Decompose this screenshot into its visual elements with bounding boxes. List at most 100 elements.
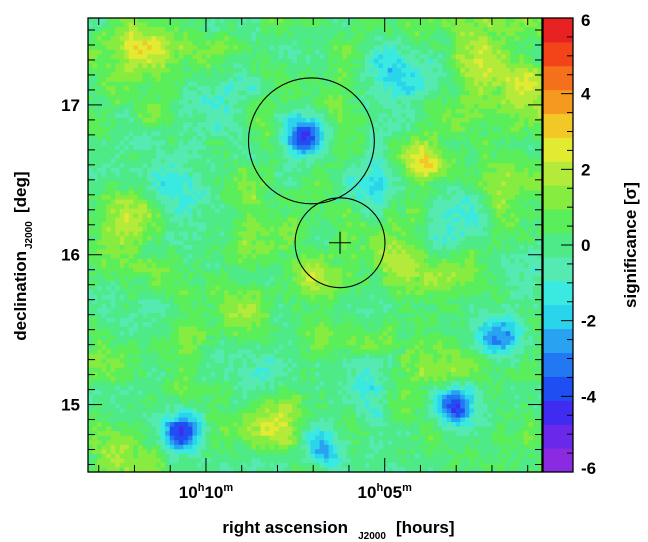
heatmap-cell <box>178 281 184 287</box>
heatmap-cell <box>147 326 153 332</box>
heatmap-cell <box>219 267 225 273</box>
heatmap-cell <box>269 31 275 37</box>
heatmap-cell <box>260 154 266 160</box>
heatmap-cell <box>156 390 162 396</box>
heatmap-cell <box>301 281 307 287</box>
heatmap-cell <box>196 195 203 201</box>
heatmap-cell <box>128 72 134 78</box>
heatmap-cell <box>283 440 289 446</box>
heatmap-cell <box>165 385 171 391</box>
heatmap-cell <box>233 190 239 196</box>
heatmap-cell <box>274 385 280 391</box>
heatmap-cell <box>124 385 130 391</box>
heatmap-cell <box>88 158 94 164</box>
heatmap-cell <box>283 444 289 450</box>
heatmap-cell <box>224 45 230 51</box>
heatmap-cell <box>310 67 316 74</box>
heatmap-cell <box>224 313 230 319</box>
heatmap-cell <box>310 172 316 178</box>
heatmap-cell <box>115 49 121 55</box>
heatmap-cell <box>119 462 125 469</box>
heatmap-cell <box>169 122 175 128</box>
heatmap-cell <box>133 136 139 142</box>
heatmap-cell <box>88 67 94 74</box>
heatmap-cell <box>255 308 262 314</box>
heatmap-cell <box>147 349 153 355</box>
heatmap-cell <box>137 81 144 87</box>
heatmap-cell <box>196 317 203 323</box>
heatmap-cell <box>174 426 180 432</box>
heatmap-cell <box>237 81 243 87</box>
heatmap-cell <box>196 249 203 255</box>
heatmap-cell <box>215 372 221 378</box>
heatmap-cell <box>196 426 203 432</box>
heatmap-cell <box>210 367 216 373</box>
heatmap-cell <box>101 31 107 37</box>
heatmap-cell <box>142 49 148 55</box>
heatmap-cell <box>224 258 230 264</box>
heatmap-cell <box>246 399 253 405</box>
heatmap-cell <box>192 281 198 287</box>
heatmap-cell <box>110 281 116 287</box>
heatmap-cell <box>178 226 184 232</box>
heatmap-cell <box>151 381 157 387</box>
heatmap-cell <box>119 367 125 373</box>
heatmap-cell <box>201 335 207 341</box>
heatmap-cell <box>305 422 312 428</box>
heatmap-cell <box>305 199 312 205</box>
heatmap-cell <box>296 195 302 201</box>
heatmap-cell <box>128 358 134 364</box>
heatmap-cell <box>278 458 284 464</box>
heatmap-cell <box>142 63 148 69</box>
heatmap-cell <box>147 363 153 369</box>
heatmap-cell <box>137 163 144 169</box>
heatmap-cell <box>278 54 284 60</box>
heatmap-cell <box>187 117 194 124</box>
heatmap-cell <box>274 235 280 242</box>
heatmap-cell <box>269 294 275 301</box>
heatmap-cell <box>192 403 198 410</box>
heatmap-cell <box>88 181 94 187</box>
heatmap-cell <box>201 77 207 83</box>
heatmap-cell <box>119 467 125 473</box>
heatmap-cell <box>169 331 175 337</box>
heatmap-cell <box>237 190 243 196</box>
heatmap-cell <box>292 222 298 228</box>
heatmap-cell <box>233 344 239 351</box>
heatmap-cell <box>287 167 293 173</box>
heatmap-cell <box>246 136 253 142</box>
heatmap-cell <box>237 431 243 437</box>
heatmap-cell <box>224 331 230 337</box>
heatmap-cell <box>251 176 257 183</box>
heatmap-cell <box>251 240 257 246</box>
heatmap-cell <box>187 222 194 228</box>
heatmap-cell <box>292 453 298 459</box>
heatmap-cell <box>178 372 184 378</box>
heatmap-cell <box>106 372 112 378</box>
heatmap-cell <box>219 213 225 219</box>
heatmap-cell <box>278 231 284 237</box>
heatmap-cell <box>296 67 302 74</box>
heatmap-cell <box>124 458 130 464</box>
heatmap-cell <box>169 399 175 405</box>
heatmap-cell <box>187 376 194 382</box>
heatmap-cell <box>106 376 112 382</box>
heatmap-cell <box>296 154 302 160</box>
heatmap-cell <box>192 399 198 405</box>
heatmap-cell <box>287 154 293 160</box>
heatmap-cell <box>137 199 144 205</box>
heatmap-cell <box>201 126 207 133</box>
heatmap-cell <box>246 313 253 319</box>
heatmap-cell <box>106 394 112 400</box>
heatmap-cell <box>160 172 166 178</box>
heatmap-cell <box>251 322 257 328</box>
heatmap-cell <box>115 422 121 428</box>
heatmap-cell <box>133 172 139 178</box>
heatmap-cell <box>255 276 262 282</box>
heatmap-cell <box>278 226 284 232</box>
heatmap-cell <box>192 385 198 391</box>
heatmap-cell <box>201 358 207 364</box>
heatmap-cell <box>269 390 275 396</box>
heatmap-cell <box>192 449 198 455</box>
heatmap-cell <box>228 376 234 382</box>
